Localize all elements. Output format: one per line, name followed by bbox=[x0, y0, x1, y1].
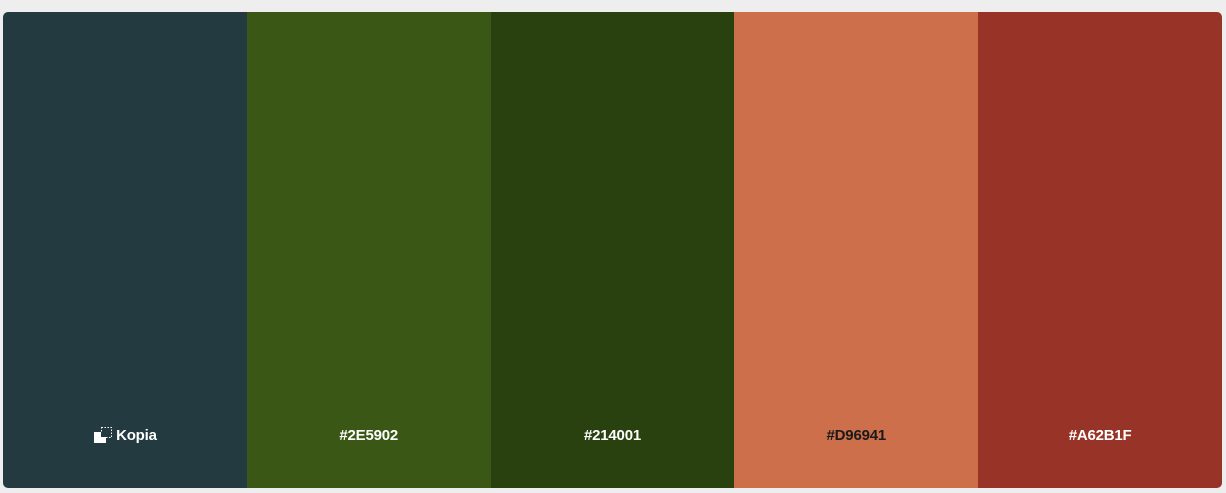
swatch-label-4[interactable]: #D96941 bbox=[826, 426, 887, 444]
copy-icon bbox=[93, 426, 113, 444]
swatch-label-3[interactable]: #214001 bbox=[583, 426, 641, 444]
swatch-4[interactable]: #D96941 bbox=[734, 12, 979, 488]
copy-label: Kopia bbox=[116, 426, 157, 444]
swatch-label-2[interactable]: #2E5902 bbox=[339, 426, 399, 444]
swatch-5[interactable]: #A62B1F bbox=[978, 12, 1222, 488]
swatch-label-5[interactable]: #A62B1F bbox=[1068, 426, 1132, 444]
swatch-1[interactable]: Kopia bbox=[3, 12, 247, 488]
swatch-2[interactable]: #2E5902 bbox=[246, 12, 491, 488]
swatch-label-1[interactable]: Kopia bbox=[3, 426, 247, 444]
color-palette: Kopia #2E5902 #214001 #D96941 #A62B1F bbox=[3, 12, 1222, 488]
swatch-3[interactable]: #214001 bbox=[490, 12, 735, 488]
